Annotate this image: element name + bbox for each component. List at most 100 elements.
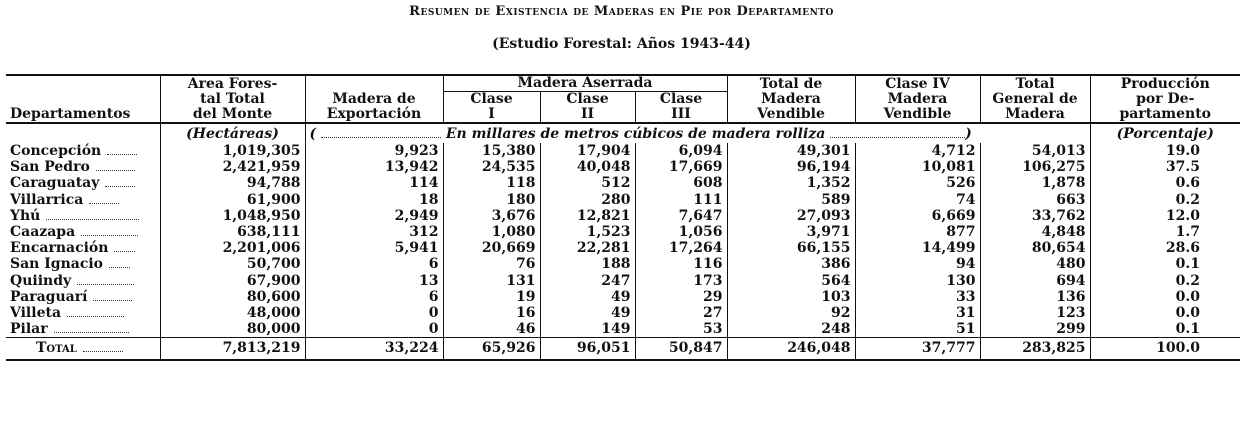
header-clase1: Clase I (442, 91, 540, 124)
table-row: Concepción 1,019,305 9,923 15,380 17,904 6,09… (6, 143, 1241, 160)
dept-name: Concepción (6, 143, 160, 159)
cell-6: 3,971 (726, 224, 856, 241)
header-clase3: Clase III (634, 91, 728, 124)
header-clase4: Clase IV Madera Vendible (854, 74, 981, 124)
cell-9: 37.5 (1089, 159, 1241, 176)
units-row: (Hectáreas) ( En millares de metros cúbi… (6, 123, 1241, 143)
cell-3: 131 (442, 272, 540, 289)
cell-7: 526 (854, 175, 981, 192)
cell-8: 299 (979, 321, 1091, 338)
header-total-vendible: Total de Madera Vendible (726, 74, 856, 124)
cell-2: 18 (304, 191, 443, 208)
dept-name: Villeta (6, 305, 160, 321)
cell-8: 80,654 (979, 240, 1091, 257)
table-row: Villeta 48,000 0 16 49 27 92 31 123 0.0 (6, 305, 1241, 322)
table-row: Quiindy 67,900 13 131 247 173 564 130 694 0.2 (6, 272, 1241, 289)
cell-9: 28.6 (1089, 240, 1241, 257)
cell-2: 0 (304, 321, 443, 338)
dept-name: San Pedro (6, 159, 160, 175)
cell-2: 114 (304, 175, 443, 192)
cell-1: 638,111 (159, 224, 305, 241)
header-exportacion: Madera de Exportación (304, 74, 443, 124)
units-area: (Hectáreas) (159, 123, 305, 143)
cell-1: 1,019,305 (159, 143, 305, 160)
header-total-general: Total General de Madera (979, 74, 1091, 124)
cell-3: 20,669 (442, 240, 540, 257)
cell-1: 80,000 (159, 321, 305, 338)
header-aserrada: Madera Aserrada (442, 74, 728, 92)
cell-3: 180 (442, 191, 540, 208)
cell-5: 173 (634, 272, 728, 289)
cell-5: 29 (634, 288, 728, 306)
cell-6: 27,093 (726, 207, 856, 225)
cell-9: 0.6 (1089, 175, 1241, 192)
cell-1: 67,900 (159, 272, 305, 289)
cell-9: 100.0 (1089, 337, 1241, 362)
dept-name: Caazapa (6, 224, 160, 240)
table-row: San Ignacio 50,700 6 76 188 116 386 94 480 0.1 (6, 256, 1241, 273)
table-title: Resumen de Existencia de Maderas en Pie … (409, 4, 834, 19)
cell-9: 0.1 (1089, 321, 1241, 338)
cell-2: 33,224 (304, 337, 443, 362)
cell-7: 37,777 (854, 337, 981, 362)
cell-2: 5,941 (304, 240, 443, 257)
cell-4: 96,051 (539, 337, 635, 362)
cell-5: 608 (634, 175, 728, 192)
cell-6: 96,194 (726, 159, 856, 176)
cell-1: 1,048,950 (159, 207, 305, 225)
cell-1: 2,201,006 (159, 240, 305, 257)
cell-4: 22,281 (539, 240, 635, 257)
cell-1: 80,600 (159, 288, 305, 306)
cell-8: 33,762 (979, 207, 1091, 225)
cell-4: 12,821 (539, 207, 635, 225)
header-departamentos: Departamentos (6, 74, 160, 124)
cell-7: 877 (854, 224, 981, 241)
cell-1: 48,000 (159, 305, 305, 322)
cell-3: 19 (442, 288, 540, 306)
cell-5: 17,264 (634, 240, 728, 257)
cell-9: 0.2 (1089, 272, 1241, 289)
cell-3: 1,080 (442, 224, 540, 241)
dept-name: San Ignacio (6, 256, 160, 272)
cell-4: 188 (539, 256, 635, 273)
table-row: San Pedro 2,421,959 13,942 24,535 40,048 17,6… (6, 159, 1241, 176)
cell-7: 51 (854, 321, 981, 338)
header-produccion: Producción por De-partamento (1089, 74, 1241, 124)
cell-3: 118 (442, 175, 540, 192)
cell-1: 7,813,219 (159, 337, 305, 362)
cell-6: 66,155 (726, 240, 856, 257)
table-row: Pilar 80,000 0 46 149 53 248 51 299 0.1 (6, 321, 1241, 338)
total-row: Total 7,813,219 33,224 65,926 96,051 50,847 24… (6, 337, 1241, 362)
table-row: Yhú 1,048,950 2,949 3,676 12,821 7,647 27,093 6… (6, 207, 1241, 225)
cell-2: 13 (304, 272, 443, 289)
cell-1: 94,788 (159, 175, 305, 192)
cell-9: 12.0 (1089, 207, 1241, 225)
cell-7: 10,081 (854, 159, 981, 176)
cell-8: 694 (979, 272, 1091, 289)
cell-3: 3,676 (442, 207, 540, 225)
cell-7: 6,669 (854, 207, 981, 225)
cell-5: 53 (634, 321, 728, 338)
cell-6: 589 (726, 191, 856, 208)
cell-9: 19.0 (1089, 143, 1241, 160)
cell-8: 106,275 (979, 159, 1091, 176)
cell-3: 46 (442, 321, 540, 338)
timber-summary-table: Departamentos Area Fores-tal Total del Mo… (6, 74, 1241, 362)
cell-1: 61,900 (159, 191, 305, 208)
cell-5: 111 (634, 191, 728, 208)
table-row: Villarrica 61,900 18 180 280 111 589 74 663 0.2 (6, 191, 1241, 208)
cell-9: 0.0 (1089, 305, 1241, 322)
units-percent: (Porcentaje) (1089, 123, 1241, 143)
cell-4: 49 (539, 288, 635, 306)
cell-4: 280 (539, 191, 635, 208)
cell-7: 33 (854, 288, 981, 306)
cell-8: 663 (979, 191, 1091, 208)
cell-4: 40,048 (539, 159, 635, 176)
cell-7: 130 (854, 272, 981, 289)
cell-8: 480 (979, 256, 1091, 273)
dept-name: Total (6, 337, 160, 362)
cell-8: 54,013 (979, 143, 1091, 160)
cell-4: 49 (539, 305, 635, 322)
dept-name: Pilar (6, 321, 160, 338)
cell-5: 6,094 (634, 143, 728, 160)
